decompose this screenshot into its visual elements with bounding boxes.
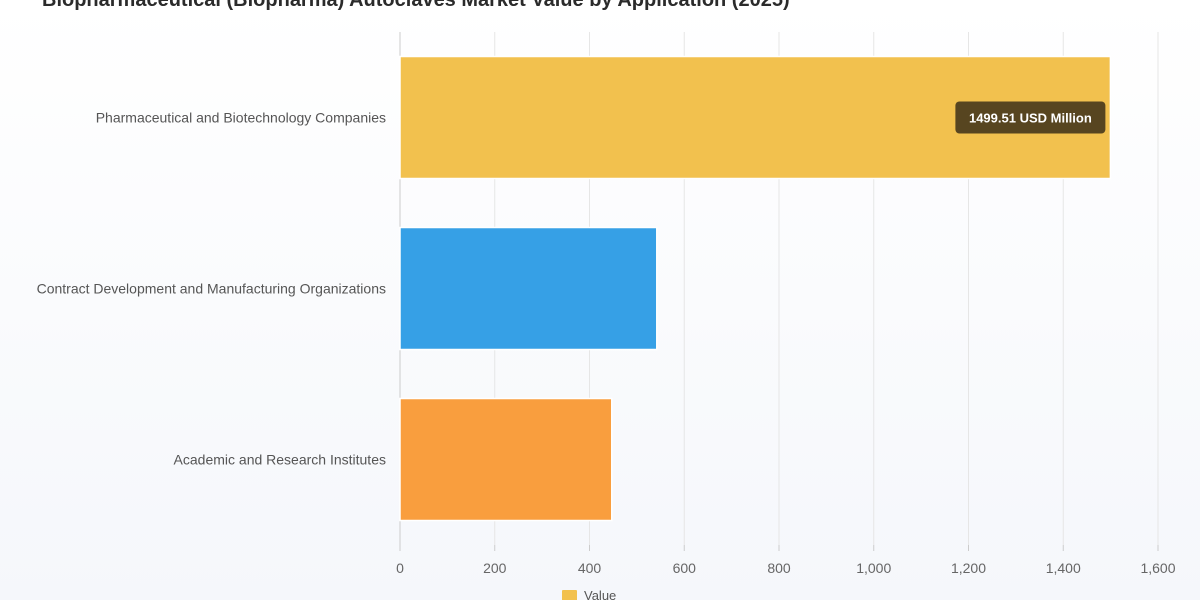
legend-swatch[interactable] <box>562 590 577 600</box>
bar-2[interactable] <box>399 226 658 351</box>
category-label: Academic and Research Institutes <box>174 452 386 468</box>
category-label: Pharmaceutical and Biotechnology Compani… <box>96 110 386 126</box>
tooltip-text: 1499.51 USD Million <box>969 111 1092 126</box>
x-tick-label: 800 <box>767 560 791 576</box>
x-tick-label: 0 <box>396 560 404 576</box>
category-label: Contract Development and Manufacturing O… <box>37 281 386 297</box>
x-tick-label: 1,000 <box>856 560 891 576</box>
legend-label[interactable]: Value <box>584 588 616 600</box>
tooltip-box <box>955 101 1106 134</box>
x-tick-label: 600 <box>673 560 697 576</box>
chart-title: Biopharmaceutical (Biopharma) Autoclaves… <box>42 0 790 11</box>
x-tick-label: 1,200 <box>951 560 986 576</box>
x-tick-label: 1,400 <box>1046 560 1081 576</box>
x-tick-label: 400 <box>578 560 602 576</box>
x-tick-label: 200 <box>483 560 507 576</box>
bar-3[interactable] <box>399 397 613 522</box>
x-tick-label: 1,600 <box>1140 560 1175 576</box>
